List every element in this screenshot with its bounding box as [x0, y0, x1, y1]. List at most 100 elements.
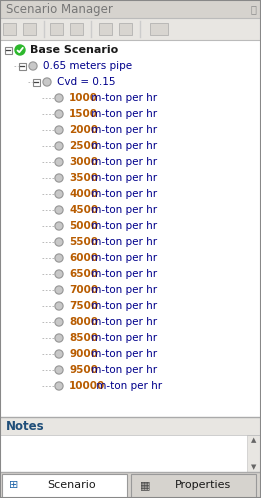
Text: m-ton per hr: m-ton per hr: [88, 93, 157, 103]
Circle shape: [56, 159, 62, 165]
Bar: [247, 435, 261, 472]
Circle shape: [55, 206, 63, 214]
Text: ▼: ▼: [251, 464, 257, 470]
Text: m-ton per hr: m-ton per hr: [88, 333, 157, 343]
Bar: [0, 0, 261, 18]
Circle shape: [55, 270, 63, 278]
Text: 9500: 9500: [69, 365, 98, 375]
Circle shape: [56, 191, 62, 197]
Circle shape: [56, 111, 62, 117]
Text: Base Scenario: Base Scenario: [30, 45, 118, 55]
Text: Scenario Manager: Scenario Manager: [6, 2, 113, 15]
Bar: [0, 472, 261, 498]
Circle shape: [55, 94, 63, 102]
Circle shape: [56, 207, 62, 213]
Circle shape: [56, 239, 62, 245]
Circle shape: [55, 350, 63, 358]
Text: 10000: 10000: [69, 381, 105, 391]
Text: 0.65 meters pipe: 0.65 meters pipe: [43, 61, 132, 71]
Text: 6000: 6000: [69, 253, 98, 263]
Text: m-ton per hr: m-ton per hr: [88, 269, 157, 279]
Bar: [0, 417, 261, 435]
Circle shape: [55, 142, 63, 150]
Text: m-ton per hr: m-ton per hr: [88, 141, 157, 151]
Text: 🖈: 🖈: [250, 4, 256, 14]
Text: 6500: 6500: [69, 269, 98, 279]
Text: m-ton per hr: m-ton per hr: [88, 125, 157, 135]
Text: ▦: ▦: [140, 480, 150, 490]
Text: m-ton per hr: m-ton per hr: [88, 253, 157, 263]
Circle shape: [55, 238, 63, 246]
Text: Properties: Properties: [175, 480, 231, 490]
Circle shape: [55, 158, 63, 166]
Circle shape: [56, 127, 62, 133]
Circle shape: [56, 351, 62, 357]
Bar: [0, 18, 261, 40]
Circle shape: [56, 319, 62, 325]
Text: ⊞: ⊞: [9, 480, 19, 490]
Text: m-ton per hr: m-ton per hr: [88, 237, 157, 247]
Text: ▲: ▲: [251, 437, 257, 443]
Circle shape: [55, 302, 63, 310]
Circle shape: [30, 63, 36, 69]
Bar: [131, 474, 256, 498]
Text: m-ton per hr: m-ton per hr: [88, 365, 157, 375]
Text: 2500: 2500: [69, 141, 98, 151]
Text: m-ton per hr: m-ton per hr: [88, 173, 157, 183]
Text: 7500: 7500: [69, 301, 98, 311]
Text: m-ton per hr: m-ton per hr: [88, 205, 157, 215]
Circle shape: [56, 223, 62, 229]
Circle shape: [55, 222, 63, 230]
Bar: [50, 23, 63, 35]
Circle shape: [56, 367, 62, 373]
Circle shape: [56, 95, 62, 101]
Circle shape: [56, 335, 62, 341]
Bar: [99, 23, 112, 35]
Text: 1000: 1000: [69, 93, 98, 103]
Circle shape: [55, 174, 63, 182]
Bar: [0, 435, 247, 472]
Circle shape: [55, 110, 63, 118]
Circle shape: [56, 175, 62, 181]
Bar: [33, 79, 40, 86]
Circle shape: [56, 271, 62, 277]
Text: 5500: 5500: [69, 237, 98, 247]
Text: m-ton per hr: m-ton per hr: [88, 109, 157, 119]
Text: m-ton per hr: m-ton per hr: [88, 189, 157, 199]
Bar: [2, 474, 127, 498]
Circle shape: [15, 45, 25, 55]
Text: m-ton per hr: m-ton per hr: [88, 285, 157, 295]
Circle shape: [55, 286, 63, 294]
Text: 2000: 2000: [69, 125, 98, 135]
Text: m-ton per hr: m-ton per hr: [88, 301, 157, 311]
Bar: [0, 40, 261, 417]
Circle shape: [55, 254, 63, 262]
Text: m-ton per hr: m-ton per hr: [88, 317, 157, 327]
Circle shape: [55, 190, 63, 198]
Circle shape: [56, 383, 62, 389]
Circle shape: [29, 62, 37, 70]
Text: 7000: 7000: [69, 285, 98, 295]
Circle shape: [56, 255, 62, 261]
Bar: [119, 23, 132, 35]
Text: Cvd = 0.15: Cvd = 0.15: [57, 77, 116, 87]
Circle shape: [55, 334, 63, 342]
Bar: [70, 23, 83, 35]
Text: 8000: 8000: [69, 317, 98, 327]
Text: 4000: 4000: [69, 189, 98, 199]
Text: Notes: Notes: [6, 419, 45, 432]
Text: 8500: 8500: [69, 333, 98, 343]
Bar: [3, 23, 16, 35]
Circle shape: [43, 78, 51, 86]
Text: 5000: 5000: [69, 221, 98, 231]
Text: m-ton per hr: m-ton per hr: [93, 381, 162, 391]
Circle shape: [56, 287, 62, 293]
Circle shape: [56, 143, 62, 149]
Text: m-ton per hr: m-ton per hr: [88, 221, 157, 231]
Text: 1500: 1500: [69, 109, 98, 119]
Text: 9000: 9000: [69, 349, 98, 359]
Text: 3000: 3000: [69, 157, 98, 167]
Text: m-ton per hr: m-ton per hr: [88, 157, 157, 167]
Circle shape: [55, 382, 63, 390]
Circle shape: [44, 79, 50, 85]
